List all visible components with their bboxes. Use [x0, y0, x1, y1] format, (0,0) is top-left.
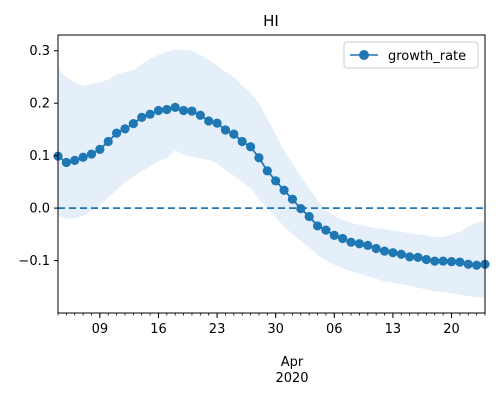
data-point	[95, 144, 105, 154]
data-point	[128, 119, 138, 129]
data-point	[145, 109, 155, 119]
x-tick-label: 13	[385, 322, 402, 337]
data-point	[455, 257, 465, 267]
data-point	[346, 237, 356, 247]
data-point	[162, 104, 172, 115]
data-point	[421, 254, 431, 265]
data-point	[112, 128, 122, 138]
legend-marker-swatch	[359, 50, 369, 60]
x-month-label: Apr	[281, 355, 304, 370]
data-point	[120, 124, 130, 134]
x-tick-label: 20	[443, 322, 460, 337]
y-tick-label: 0.2	[29, 97, 50, 112]
data-point	[312, 221, 323, 231]
x-tick-label: 06	[326, 322, 343, 337]
data-point	[237, 136, 247, 147]
axes-layer	[57, 34, 486, 314]
data-point	[153, 105, 164, 116]
data-point	[178, 105, 189, 116]
data-point	[405, 252, 415, 262]
data-point	[262, 166, 272, 176]
data-point	[438, 256, 448, 266]
y-tick-label: 0.1	[29, 149, 50, 164]
ticks-layer: −0.1 0.0 0.1 0.2 0.3 09 16 23 30 06 13 20	[18, 44, 486, 337]
data-point	[338, 233, 348, 244]
data-point	[254, 153, 264, 163]
data-point	[472, 260, 482, 270]
x-tick-label: 16	[150, 322, 167, 337]
data-point	[363, 240, 373, 250]
confidence-band-layer	[58, 49, 485, 299]
data-point	[396, 249, 406, 259]
data-point	[204, 116, 214, 126]
y-tick-label: −0.1	[18, 254, 50, 269]
data-point	[379, 246, 390, 256]
plot-frame	[57, 34, 486, 314]
data-point	[371, 243, 381, 254]
x-tick-label: 23	[209, 322, 226, 337]
data-point	[354, 239, 365, 249]
data-point	[86, 149, 97, 159]
data-point	[195, 110, 205, 120]
legend-box	[343, 41, 479, 69]
data-point	[103, 136, 113, 147]
data-point	[329, 230, 339, 240]
data-point	[430, 256, 440, 266]
data-point	[170, 102, 180, 112]
data-point	[287, 194, 298, 204]
data-point	[271, 176, 281, 186]
data-point	[321, 225, 331, 235]
legend-label-growth-rate: growth_rate	[388, 49, 466, 64]
series-layer	[53, 102, 490, 270]
data-point	[413, 252, 423, 262]
data-point	[296, 204, 306, 214]
data-point	[78, 152, 88, 162]
data-point	[220, 125, 231, 135]
x-tick-label: 30	[267, 322, 284, 337]
data-point	[304, 211, 314, 222]
data-point	[137, 112, 147, 122]
chart-title: HI	[263, 12, 279, 30]
data-point	[279, 185, 289, 195]
data-point	[212, 118, 222, 128]
legend: growth_rate	[343, 41, 479, 69]
data-point	[187, 106, 197, 116]
data-point	[388, 248, 398, 258]
data-point	[245, 142, 256, 152]
y-tick-label: 0.3	[29, 44, 50, 59]
data-point	[463, 259, 473, 269]
data-point	[61, 157, 71, 168]
x-tick-label: 09	[92, 322, 109, 337]
data-point	[229, 129, 239, 139]
x-year-label: 2020	[275, 371, 308, 386]
y-tick-label: 0.0	[29, 202, 50, 217]
data-point	[70, 155, 80, 165]
data-point	[446, 257, 457, 267]
confidence-band	[58, 49, 485, 299]
